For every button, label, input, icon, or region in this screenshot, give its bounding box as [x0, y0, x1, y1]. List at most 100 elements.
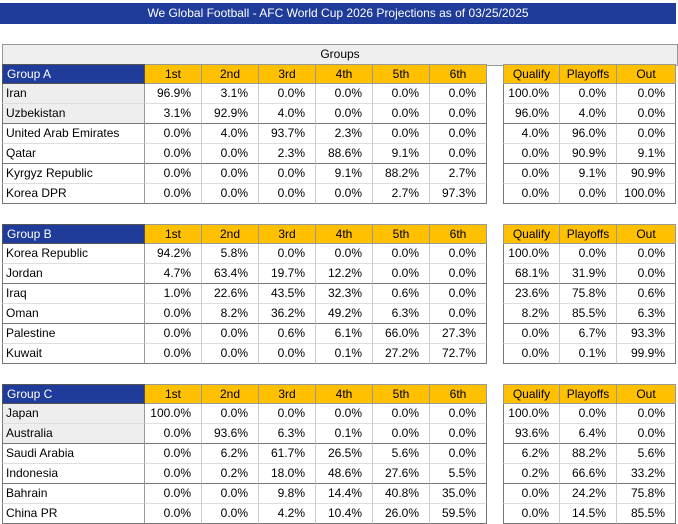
position-probability: 0.0% — [145, 504, 202, 524]
outcome-probability: 0.0% — [503, 484, 560, 504]
position-probability: 0.0% — [202, 504, 259, 524]
column-header: Qualify — [503, 384, 560, 404]
team-name: Kuwait — [2, 344, 145, 364]
outcome-probability: 96.0% — [503, 104, 560, 124]
team-name: Palestine — [2, 324, 145, 344]
column-header: Playoffs — [560, 64, 617, 84]
outcome-probability: 66.6% — [560, 464, 617, 484]
position-probability: 14.4% — [316, 484, 373, 504]
position-probability: 72.7% — [430, 344, 487, 364]
position-probability: 96.9% — [145, 84, 202, 104]
position-probability: 0.0% — [202, 344, 259, 364]
position-probability: 63.4% — [202, 264, 259, 284]
position-probability: 19.7% — [259, 264, 316, 284]
team-name: United Arab Emirates — [2, 124, 145, 144]
column-header: 5th — [373, 64, 430, 84]
position-probability: 0.0% — [202, 144, 259, 164]
outcome-probability: 0.0% — [503, 184, 560, 204]
position-probability: 0.0% — [316, 184, 373, 204]
outcome-probability: 4.0% — [503, 124, 560, 144]
position-probability: 2.7% — [430, 164, 487, 184]
position-probability: 9.1% — [316, 164, 373, 184]
outcome-probability: 93.3% — [617, 324, 676, 344]
outcome-probability: 9.1% — [617, 144, 676, 164]
column-header: 4th — [316, 384, 373, 404]
column-header: 6th — [430, 224, 487, 244]
column-header: 5th — [373, 384, 430, 404]
column-header: 4th — [316, 64, 373, 84]
outcome-probability: 0.0% — [503, 144, 560, 164]
column-header: 6th — [430, 64, 487, 84]
team-name: Kyrgyz Republic — [2, 164, 145, 184]
position-probability: 36.2% — [259, 304, 316, 324]
position-probability: 0.0% — [373, 244, 430, 264]
column-header: Playoffs — [560, 384, 617, 404]
outcome-probability: 0.0% — [617, 424, 676, 444]
outcome-probability: 0.0% — [503, 324, 560, 344]
position-probability: 0.0% — [373, 84, 430, 104]
outcome-probability: 0.0% — [617, 84, 676, 104]
position-probability: 0.6% — [259, 324, 316, 344]
outcome-probability: 90.9% — [617, 164, 676, 184]
position-probability: 97.3% — [430, 184, 487, 204]
group-name: Group C — [2, 384, 145, 404]
outcome-probability: 100.0% — [503, 84, 560, 104]
position-probability: 0.0% — [316, 104, 373, 124]
team-name: Korea DPR — [2, 184, 145, 204]
position-probability: 0.0% — [145, 184, 202, 204]
position-probability: 0.0% — [373, 404, 430, 424]
position-probability: 0.0% — [430, 104, 487, 124]
position-probability: 0.0% — [373, 104, 430, 124]
position-probability: 27.2% — [373, 344, 430, 364]
team-name: China PR — [2, 504, 145, 524]
position-probability: 26.0% — [373, 504, 430, 524]
title-bar: We Global Football - AFC World Cup 2026 … — [0, 3, 676, 24]
team-name: Bahrain — [2, 484, 145, 504]
team-name: Japan — [2, 404, 145, 424]
position-probability: 32.3% — [316, 284, 373, 304]
position-probability: 27.3% — [430, 324, 487, 344]
outcome-probability: 0.0% — [560, 244, 617, 264]
position-probability: 0.0% — [259, 244, 316, 264]
position-probability: 0.1% — [316, 344, 373, 364]
position-probability: 12.2% — [316, 264, 373, 284]
column-header: Qualify — [503, 224, 560, 244]
position-probability: 93.7% — [259, 124, 316, 144]
outcome-probability: 0.0% — [617, 104, 676, 124]
column-header: Out — [617, 384, 676, 404]
position-probability: 6.3% — [373, 304, 430, 324]
position-probability: 2.3% — [316, 124, 373, 144]
position-probability: 6.3% — [259, 424, 316, 444]
position-probability: 0.0% — [145, 484, 202, 504]
position-probability: 0.0% — [202, 184, 259, 204]
position-probability: 18.0% — [259, 464, 316, 484]
position-probability: 0.0% — [145, 124, 202, 144]
column-header: 1st — [145, 64, 202, 84]
groups-header: Groups — [2, 44, 678, 66]
position-probability: 0.0% — [259, 184, 316, 204]
outcome-probability: 5.6% — [617, 444, 676, 464]
column-header: Out — [617, 224, 676, 244]
position-probability: 92.9% — [202, 104, 259, 124]
outcome-probability: 0.0% — [503, 504, 560, 524]
position-probability: 49.2% — [316, 304, 373, 324]
column-header: 2nd — [202, 64, 259, 84]
position-probability: 88.6% — [316, 144, 373, 164]
position-probability: 0.0% — [430, 264, 487, 284]
outcome-probability: 14.5% — [560, 504, 617, 524]
outcome-probability: 0.0% — [617, 264, 676, 284]
position-probability: 2.7% — [373, 184, 430, 204]
column-header: 5th — [373, 224, 430, 244]
outcome-probability: 0.0% — [560, 404, 617, 424]
position-probability: 1.0% — [145, 284, 202, 304]
position-probability: 0.0% — [259, 164, 316, 184]
position-probability: 100.0% — [145, 404, 202, 424]
position-probability: 0.0% — [259, 84, 316, 104]
position-probability: 4.7% — [145, 264, 202, 284]
column-header: 1st — [145, 224, 202, 244]
outcome-probability: 93.6% — [503, 424, 560, 444]
position-probability: 0.0% — [145, 424, 202, 444]
outcome-probability: 6.7% — [560, 324, 617, 344]
position-probability: 0.0% — [145, 144, 202, 164]
